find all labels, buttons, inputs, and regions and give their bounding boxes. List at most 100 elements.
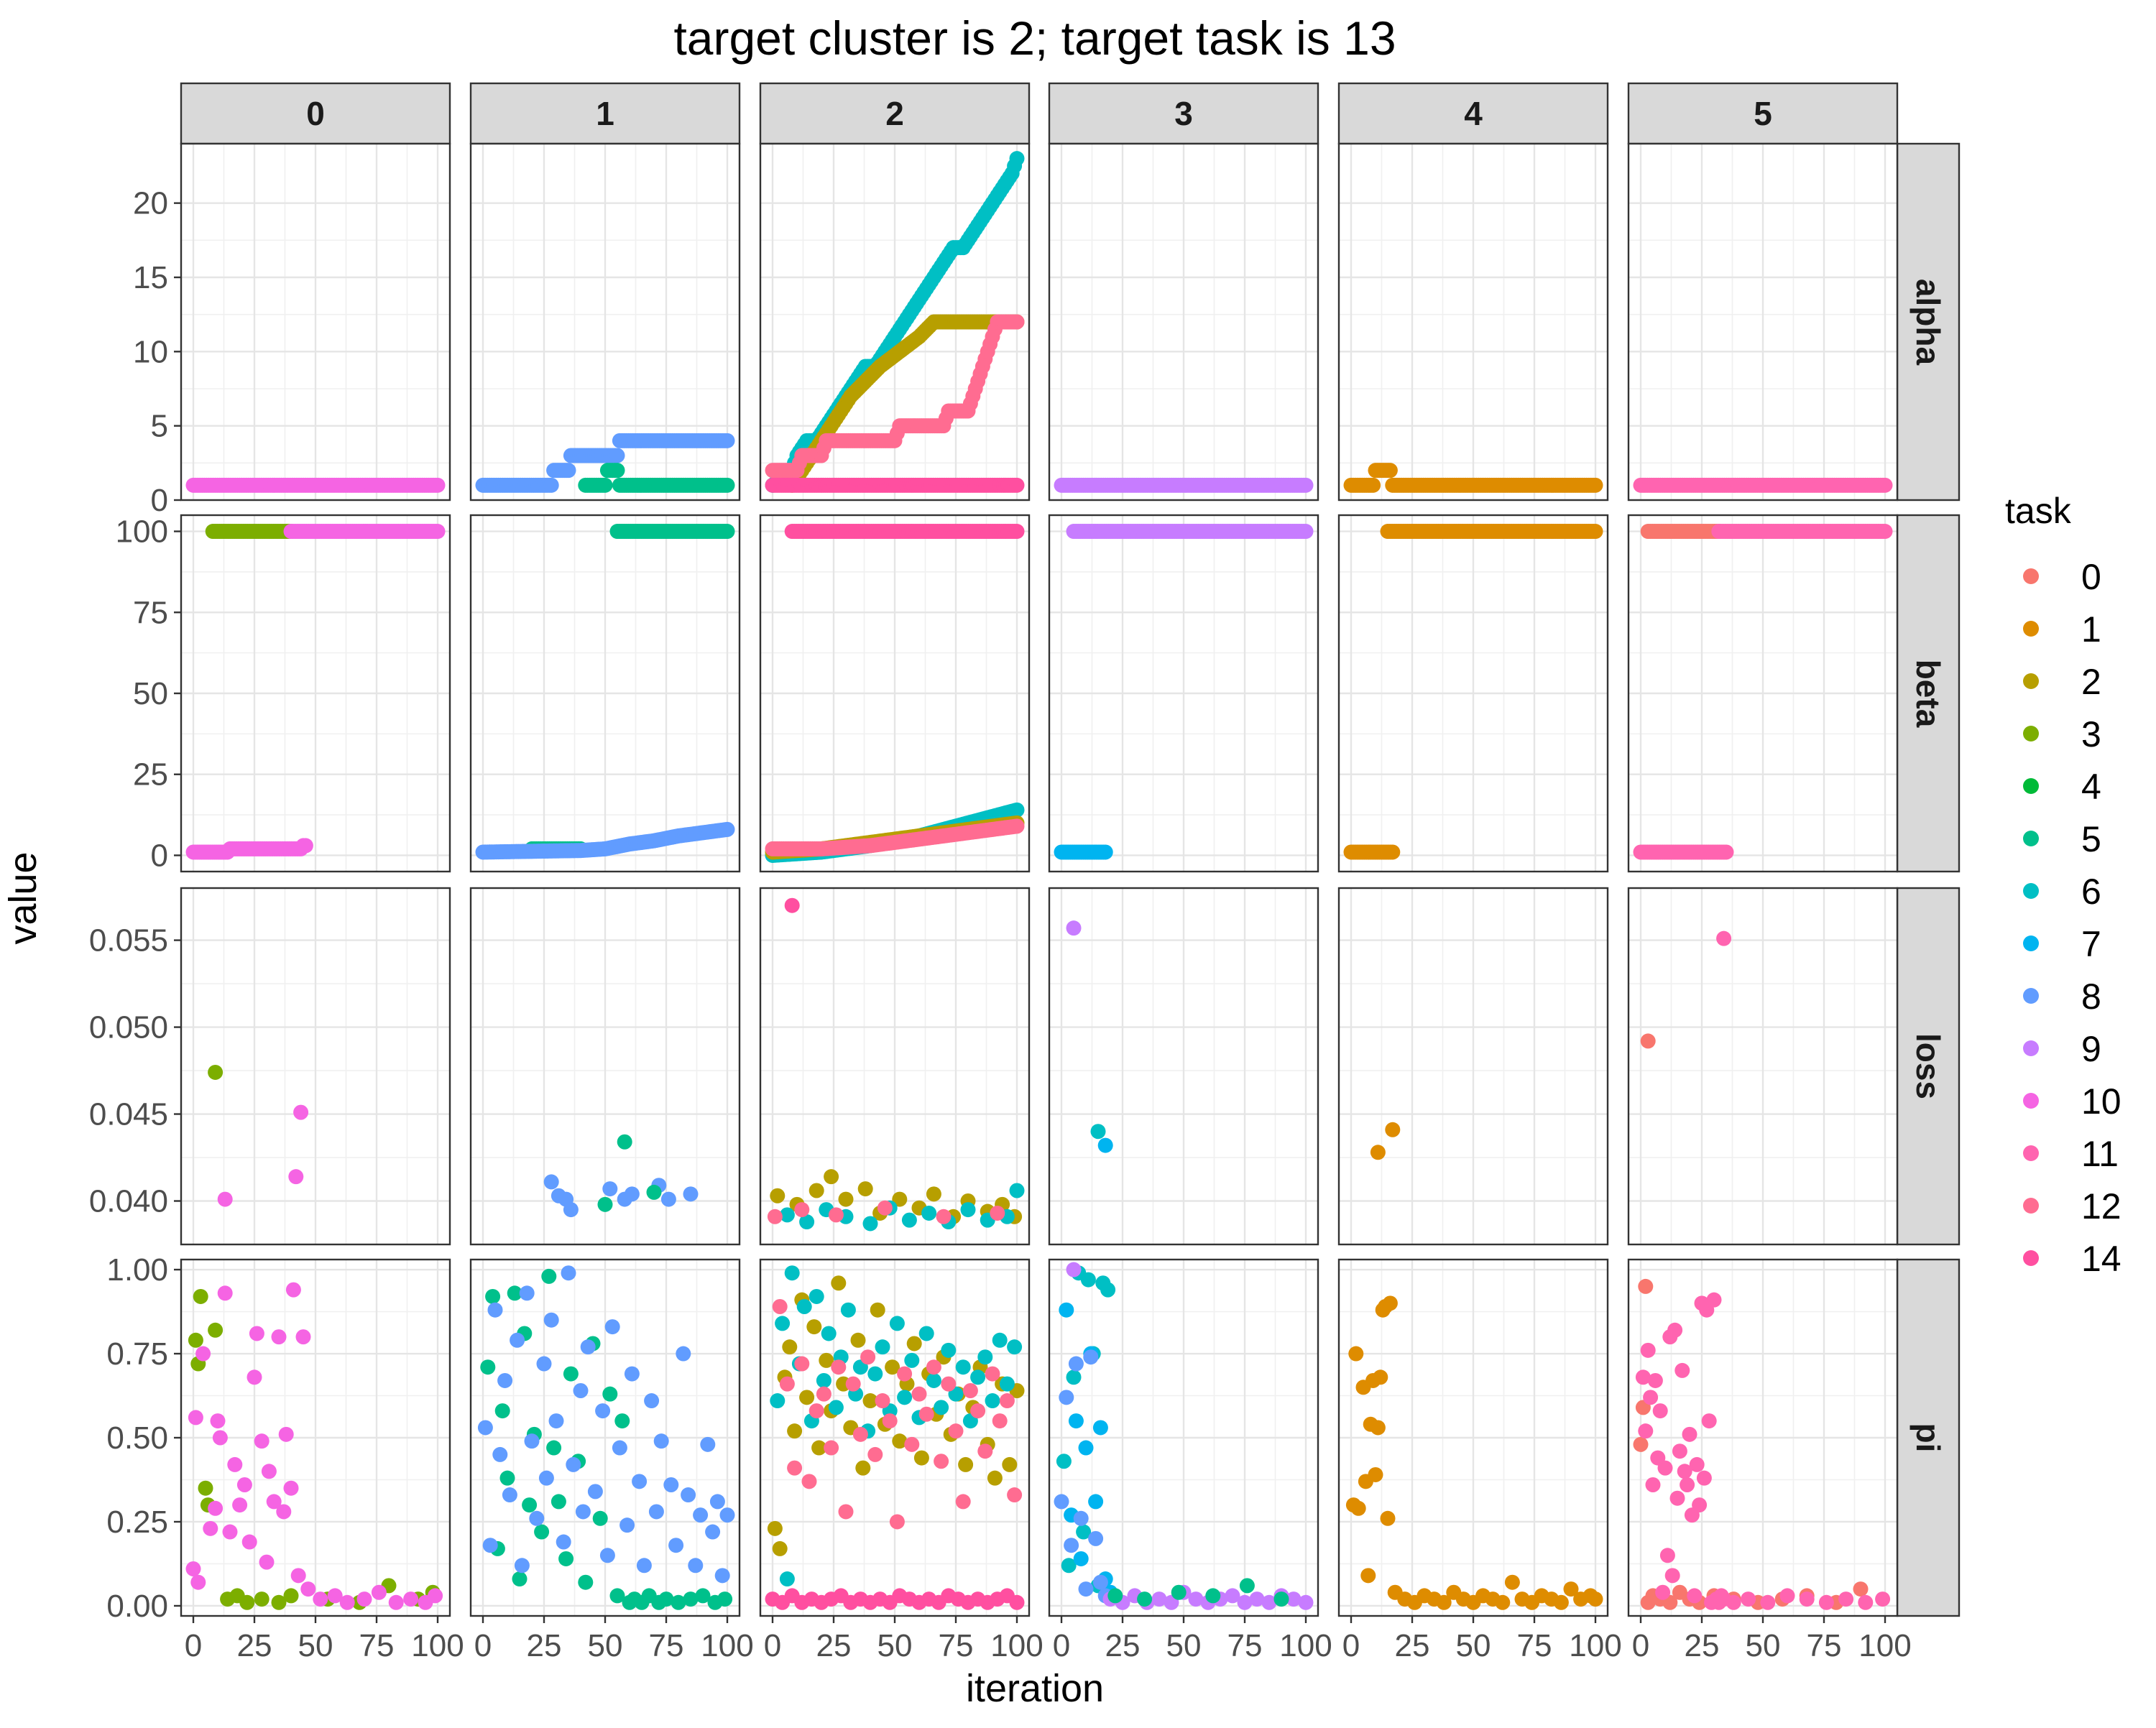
data-point (1007, 1487, 1023, 1503)
data-point (1692, 1497, 1708, 1513)
legend-entry-9: 9 (2023, 1029, 2101, 1069)
data-point (188, 1332, 203, 1348)
data-point (990, 1205, 1005, 1221)
data-point (845, 1376, 861, 1392)
panel-1-loss (469, 887, 741, 1246)
data-point (934, 1454, 949, 1469)
data-point (1659, 1548, 1675, 1563)
chart-title: target cluster is 2; target task is 13 (673, 11, 1396, 65)
data-point (977, 1349, 993, 1365)
data-point (1100, 1282, 1116, 1298)
data-point (203, 1520, 218, 1536)
data-point (546, 1440, 562, 1456)
legend-key (2023, 778, 2039, 794)
x-tick-label: 100 (1279, 1628, 1332, 1663)
series-task-14 (784, 897, 800, 913)
data-point (1261, 1594, 1277, 1610)
data-point (313, 1591, 328, 1607)
data-point (1652, 1403, 1668, 1419)
data-point (261, 1464, 277, 1479)
legend-label: 10 (2081, 1081, 2122, 1122)
legend-label: 3 (2081, 714, 2101, 754)
data-point (719, 821, 735, 837)
data-point (271, 1329, 287, 1345)
data-point (541, 1268, 557, 1284)
data-point (295, 1329, 311, 1345)
column-strip-5: 5 (1627, 82, 1899, 145)
panel-3-pi (1048, 1258, 1319, 1617)
data-point (714, 1568, 730, 1584)
data-point (688, 1558, 704, 1574)
panel-4-beta (1337, 514, 1609, 873)
data-point (1643, 1390, 1659, 1405)
data-point (561, 463, 576, 479)
legend-label: 8 (2081, 976, 2101, 1017)
data-point (970, 1403, 986, 1419)
x-tick-label: 50 (588, 1628, 623, 1663)
data-point (356, 1591, 372, 1607)
panel-border (469, 514, 741, 873)
data-point (1368, 1466, 1383, 1482)
data-point (653, 1433, 669, 1449)
data-point (290, 1568, 306, 1584)
data-point (901, 1212, 917, 1228)
series-task-5 (480, 1268, 733, 1610)
data-point (948, 1423, 964, 1439)
data-point (1239, 1578, 1255, 1594)
data-point (1716, 930, 1732, 946)
legend-label: 12 (2081, 1186, 2122, 1226)
data-point (259, 1554, 275, 1570)
panel-3-loss (1048, 887, 1319, 1246)
series-task-1 (1370, 1122, 1401, 1160)
data-point (1741, 1591, 1756, 1607)
x-tick-label: 75 (939, 1628, 974, 1663)
data-point (767, 1209, 783, 1224)
panel-0-alpha (180, 142, 451, 502)
data-point (962, 1382, 978, 1398)
data-point (862, 1393, 878, 1409)
panel-border (1048, 142, 1319, 502)
panel-0-loss (180, 887, 451, 1246)
data-point (1348, 1346, 1364, 1362)
data-point (875, 1339, 890, 1355)
panel-border (469, 142, 741, 502)
data-point (512, 1571, 528, 1587)
data-point (992, 1332, 1008, 1348)
panel-1-pi (469, 1258, 741, 1617)
y-tick-label: 0 (151, 483, 168, 518)
data-point (918, 1406, 934, 1422)
data-point (1674, 1362, 1690, 1378)
x-axis-title: iteration (966, 1667, 1104, 1710)
panel-5-alpha (1627, 142, 1899, 502)
data-point (683, 1591, 699, 1607)
data-point (1696, 1470, 1712, 1486)
series-task-5 (597, 1134, 662, 1212)
row-strip-label: alpha (1909, 279, 1947, 366)
data-point (1059, 1302, 1074, 1318)
panel-2-loss (759, 887, 1031, 1246)
data-point (1080, 1272, 1096, 1288)
y-tick-label: 0.50 (106, 1420, 168, 1456)
data-point (671, 1594, 686, 1610)
panel-border (1627, 514, 1899, 873)
data-point (1504, 1574, 1520, 1590)
data-point (867, 1366, 883, 1382)
data-point (563, 1366, 579, 1382)
data-point (926, 1359, 941, 1375)
data-point (1298, 524, 1314, 540)
x-tick-label: 25 (237, 1628, 272, 1663)
series-task-12 (765, 818, 1025, 856)
column-strip-2: 2 (759, 82, 1031, 145)
legend-label: 11 (2081, 1134, 2119, 1174)
series-task-11 (1716, 930, 1732, 946)
data-point (1350, 1500, 1366, 1516)
data-point (563, 1202, 579, 1218)
x-tick-label: 0 (1342, 1628, 1360, 1663)
data-point (604, 1319, 620, 1335)
series-task-11 (1633, 844, 1734, 860)
data-point (918, 1326, 934, 1341)
panel-2-pi (759, 1258, 1031, 1617)
data-point (1553, 1594, 1569, 1610)
data-point (1385, 844, 1401, 860)
